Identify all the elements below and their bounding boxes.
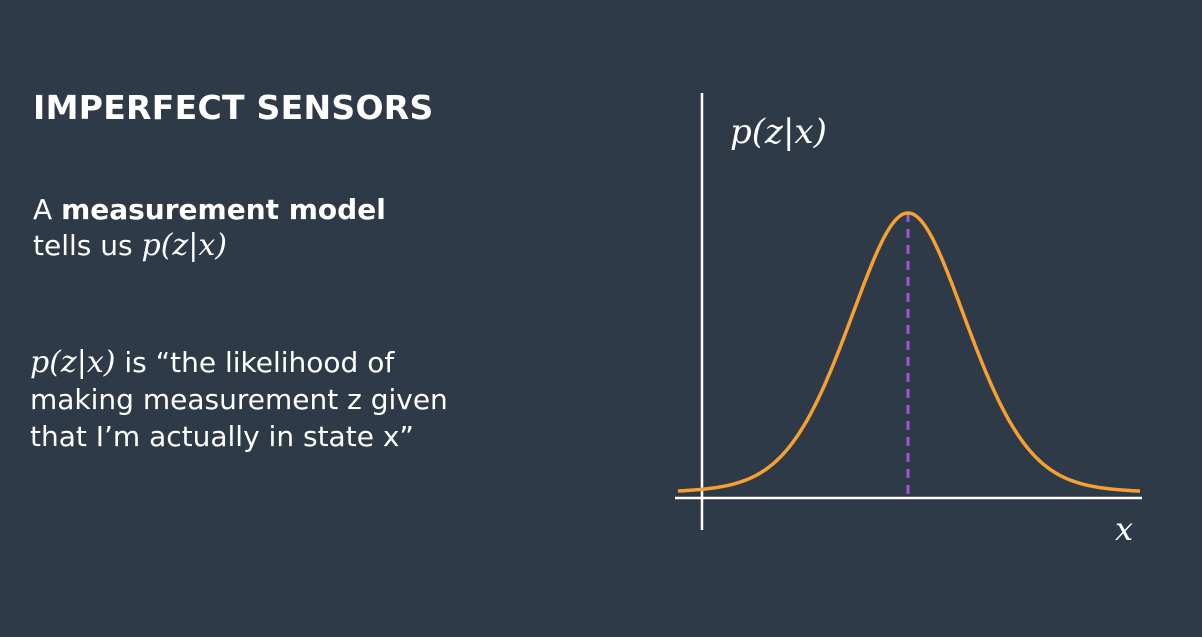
para2-math: p(z|x) — [30, 345, 116, 380]
likelihood-curve — [677, 211, 1141, 493]
y-axis-label: p(z|x) — [730, 112, 827, 152]
para2-text: is “the likelihood of making measurement… — [30, 346, 448, 453]
para1-emphasis: measurement model — [61, 193, 386, 226]
likelihood-chart: p(z|x) x — [675, 93, 1142, 548]
para1-prefix: A — [33, 193, 62, 226]
x-axis-label: x — [1115, 510, 1133, 548]
slide-title: IMPERFECT SENSORS — [33, 88, 434, 127]
likelihood-definition-text: p(z|x) is “the likelihood of making meas… — [30, 344, 450, 455]
measurement-model-text: A measurement model tells us p(z|x) — [33, 192, 386, 264]
para1-math: p(z|x) — [141, 228, 227, 263]
para1-line2-prefix: tells us — [33, 229, 142, 262]
